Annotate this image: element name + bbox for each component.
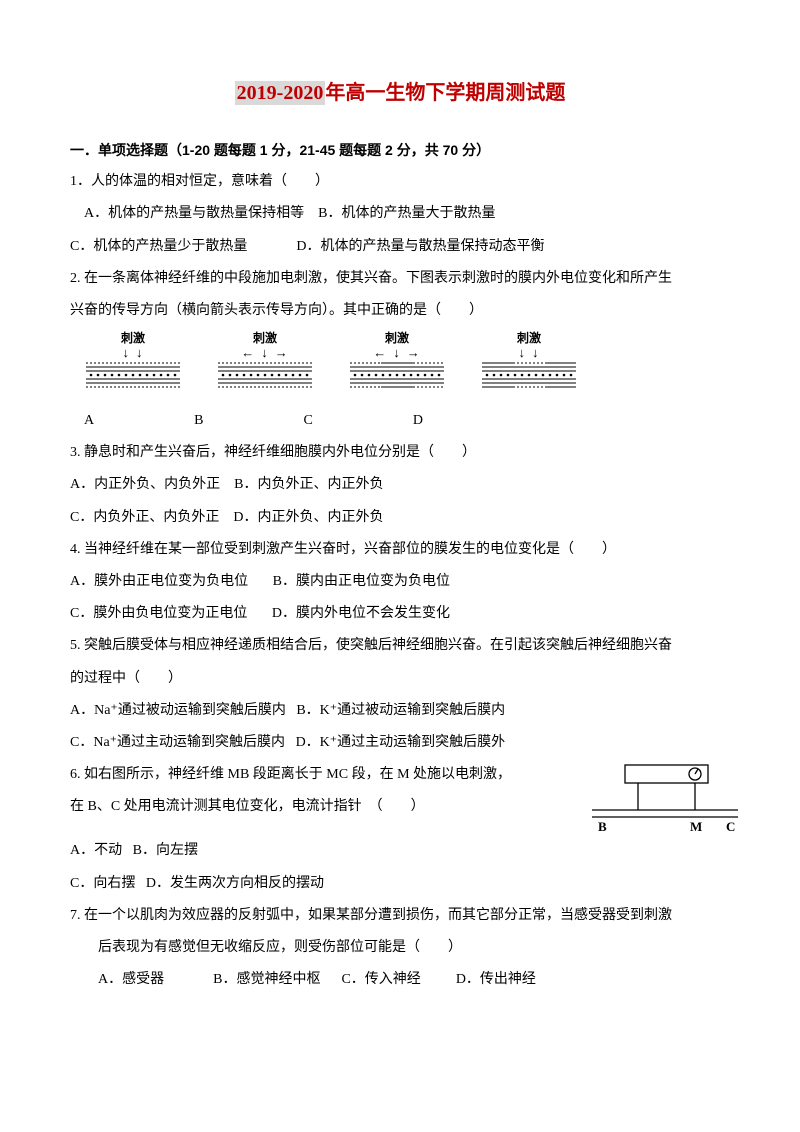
svg-text:C: C xyxy=(726,819,735,834)
q6-figure: B M C xyxy=(590,763,740,848)
q5-optA: A．Na⁺通过被动运输到突触后膜内 xyxy=(70,703,286,718)
question-4: 4. 当神经纤维在某一部位受到刺激产生兴奋时，兴奋部位的膜发生的电位变化是（ ）… xyxy=(70,534,730,631)
q5-optC: C．Na⁺通过主动运输到突触后膜内 xyxy=(70,735,285,750)
q3-row1: A．内正外负、内负外正 B．内负外正、内正外负 xyxy=(70,469,730,501)
document-title: 2019-2020年高一生物下学期周测试题 xyxy=(70,70,730,116)
q4-optA: A．膜外由正电位变为负电位 xyxy=(70,574,248,589)
q7-stem1: 7. 在一个以肌肉为效应器的反射弧中，如果某部分遭到损伤，而其它部分正常，当感受… xyxy=(70,900,730,932)
q2-diagram-row: 刺激 ↓↓ 刺激 ←↓→ xyxy=(84,331,730,403)
q1-stem: 1．人的体温的相对恒定，意味着（ ） xyxy=(70,166,730,198)
question-5: 5. 突触后膜受体与相应神经递质相结合后，使突触后神经细胞兴奋。在引起该突触后神… xyxy=(70,630,730,759)
q5-stem1: 5. 突触后膜受体与相应神经递质相结合后，使突触后神经细胞兴奋。在引起该突触后神… xyxy=(70,630,730,662)
q4-row1: A．膜外由正电位变为负电位 B．膜内由正电位变为负电位 xyxy=(70,566,730,598)
q1-options-row1: A．机体的产热量与散热量保持相等 B．机体的产热量大于散热量 xyxy=(70,198,730,230)
q7-stem2: 后表现为有感觉但无收缩反应，则受伤部位可能是（ ） xyxy=(70,932,730,964)
q2-labelD: D xyxy=(413,405,423,437)
membrane-icon xyxy=(480,360,578,390)
section-header: 一．单项选择题（1-20 题每题 1 分，21-45 题每题 2 分，共 70 … xyxy=(70,134,730,166)
q5-stem2: 的过程中（ ） xyxy=(70,663,730,695)
q2-diagram-A: 刺激 ↓↓ xyxy=(84,331,182,403)
q5-optD: D．K⁺通过主动运输到突触后膜外 xyxy=(296,735,506,750)
q2-stem1: 2. 在一条离体神经纤维的中段施加电刺激，使其兴奋。下图表示刺激时的膜内外电位变… xyxy=(70,263,730,295)
q1-optD: D．机体的产热量与散热量保持动态平衡 xyxy=(296,239,544,254)
membrane-icon xyxy=(348,360,446,390)
question-6: 6. 如右图所示，神经纤维 MB 段距离长于 MC 段，在 M 处施以电刺激， … xyxy=(70,759,730,900)
q6-row2: C．向右摆 D．发生两次方向相反的摆动 xyxy=(70,868,730,900)
q2-diagram-D: 刺激 ↓↓ xyxy=(480,331,578,403)
q2-stem2: 兴奋的传导方向（横向箭头表示传导方向）。其中正确的是（ ） xyxy=(70,295,730,327)
title-highlight: 2019-2020 xyxy=(235,81,326,105)
question-2: 2. 在一条离体神经纤维的中段施加电刺激，使其兴奋。下图表示刺激时的膜内外电位变… xyxy=(70,263,730,437)
q5-row2: C．Na⁺通过主动运输到突触后膜内 D．K⁺通过主动运输到突触后膜外 xyxy=(70,727,730,759)
q2-labelC: C xyxy=(303,405,312,437)
q2-diagram-B: 刺激 ←↓→ xyxy=(216,331,314,403)
q3-optC: C．内负外正、内负外正 xyxy=(70,510,219,525)
q6-optA: A．不动 xyxy=(70,843,122,858)
svg-text:M: M xyxy=(690,819,702,834)
q6-optD: D．发生两次方向相反的摆动 xyxy=(146,876,324,891)
question-7: 7. 在一个以肌肉为效应器的反射弧中，如果某部分遭到损伤，而其它部分正常，当感受… xyxy=(70,900,730,997)
svg-text:B: B xyxy=(598,819,607,834)
q4-optD: D．膜内外电位不会发生变化 xyxy=(272,606,450,621)
question-1: 1．人的体温的相对恒定，意味着（ ） A．机体的产热量与散热量保持相等 B．机体… xyxy=(70,166,730,263)
q1-optA: A．机体的产热量与散热量保持相等 xyxy=(84,206,304,221)
q5-row1: A．Na⁺通过被动运输到突触后膜内 B．K⁺通过被动运输到突触后膜内 xyxy=(70,695,730,727)
q4-optB: B．膜内由正电位变为负电位 xyxy=(273,574,450,589)
q2-diagram-C: 刺激 ←↓→ xyxy=(348,331,446,403)
q3-optA: A．内正外负、内负外正 xyxy=(70,477,220,492)
membrane-icon xyxy=(84,360,182,390)
q6-optB: B．向左摆 xyxy=(133,843,198,858)
q3-stem: 3. 静息时和产生兴奋后，神经纤维细胞膜内外电位分别是（ ） xyxy=(70,437,730,469)
q7-optC: C．传入神经 xyxy=(341,972,420,987)
q4-optC: C．膜外由负电位变为正电位 xyxy=(70,606,247,621)
q7-optD: D．传出神经 xyxy=(456,972,536,987)
q2-labelA: A xyxy=(84,405,94,437)
q1-optB: B．机体的产热量大于散热量 xyxy=(318,206,495,221)
q1-optC: C．机体的产热量少于散热量 xyxy=(70,239,247,254)
q3-optD: D．内正外负、内正外负 xyxy=(233,510,383,525)
q4-stem: 4. 当神经纤维在某一部位受到刺激产生兴奋时，兴奋部位的膜发生的电位变化是（ ） xyxy=(70,534,730,566)
q6-optC: C．向右摆 xyxy=(70,876,135,891)
q4-row2: C．膜外由负电位变为正电位 D．膜内外电位不会发生变化 xyxy=(70,598,730,630)
q7-row: A．感受器 B．感觉神经中枢 C．传入神经 D．传出神经 xyxy=(70,964,730,996)
q3-optB: B．内负外正、内正外负 xyxy=(234,477,383,492)
q2-option-labels: A B C D xyxy=(84,405,730,437)
q7-optB: B．感觉神经中枢 xyxy=(213,972,320,987)
q1-options-row2: C．机体的产热量少于散热量 D．机体的产热量与散热量保持动态平衡 xyxy=(70,231,730,263)
galvanometer-icon: B M C xyxy=(590,763,740,835)
q2-labelB: B xyxy=(194,405,203,437)
q5-optB: B．K⁺通过被动运输到突触后膜内 xyxy=(296,703,505,718)
q3-row2: C．内负外正、内负外正 D．内正外负、内正外负 xyxy=(70,502,730,534)
q7-optA: A．感受器 xyxy=(98,972,164,987)
title-rest: 年高一生物下学期周测试题 xyxy=(325,82,565,104)
question-3: 3. 静息时和产生兴奋后，神经纤维细胞膜内外电位分别是（ ） A．内正外负、内负… xyxy=(70,437,730,534)
membrane-icon xyxy=(216,360,314,390)
